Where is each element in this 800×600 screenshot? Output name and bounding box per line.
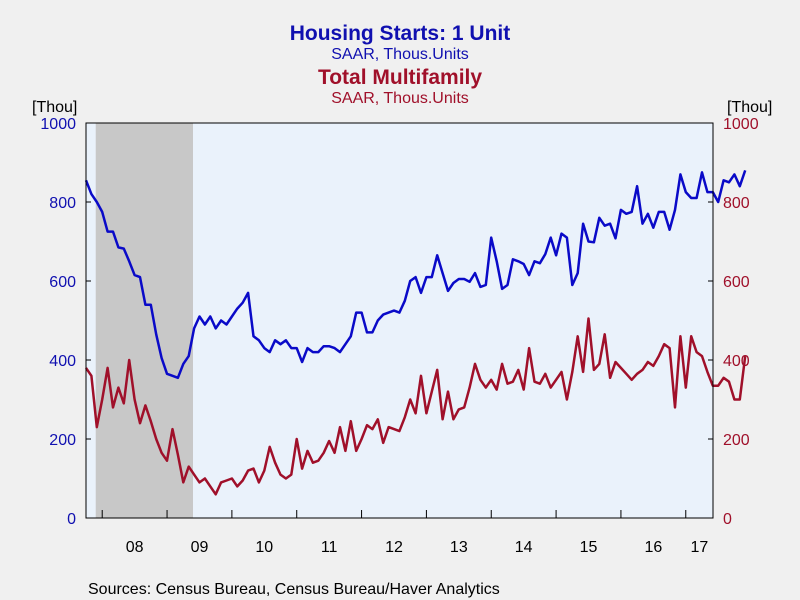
right-tick-label: 1000 xyxy=(723,116,759,133)
left-tick-label: 400 xyxy=(49,353,76,370)
right-tick-label: 200 xyxy=(723,432,750,449)
left-tick-label: 600 xyxy=(49,274,76,291)
left-tick-label: 1000 xyxy=(40,116,76,133)
x-tick-label: 16 xyxy=(644,539,662,556)
right-tick-label: 800 xyxy=(723,195,750,212)
x-tick-label: 09 xyxy=(191,539,209,556)
right-tick-label: 0 xyxy=(723,511,732,528)
plot-frame xyxy=(85,122,714,519)
right-tick-label: 400 xyxy=(723,353,750,370)
x-tick-label: 11 xyxy=(321,539,338,556)
x-tick-label: 08 xyxy=(126,539,144,556)
series-2-subtitle: SAAR, Thous.Units xyxy=(331,90,469,107)
left-tick-label: 800 xyxy=(49,195,76,212)
x-tick-label: 10 xyxy=(255,539,273,556)
series-1-subtitle: SAAR, Thous.Units xyxy=(331,46,469,63)
series-line-2 xyxy=(84,317,747,496)
source-note: Sources: Census Bureau, Census Bureau/Ha… xyxy=(88,581,500,598)
x-tick-label: 15 xyxy=(580,539,598,556)
left-tick-label: 200 xyxy=(49,432,76,449)
series-2-title: Total Multifamily xyxy=(318,66,482,89)
series-1-title: Housing Starts: 1 Unit xyxy=(290,22,511,45)
series-line-1 xyxy=(84,169,747,380)
x-tick-label: 12 xyxy=(385,539,403,556)
x-tick-label: 13 xyxy=(450,539,468,556)
x-tick-label: 17 xyxy=(690,539,708,556)
left-axis-unit: [Thou] xyxy=(32,99,77,116)
right-axis-unit: [Thou] xyxy=(727,99,772,116)
right-tick-label: 600 xyxy=(723,274,750,291)
left-tick-label: 0 xyxy=(67,511,76,528)
x-tick-label: 14 xyxy=(515,539,533,556)
